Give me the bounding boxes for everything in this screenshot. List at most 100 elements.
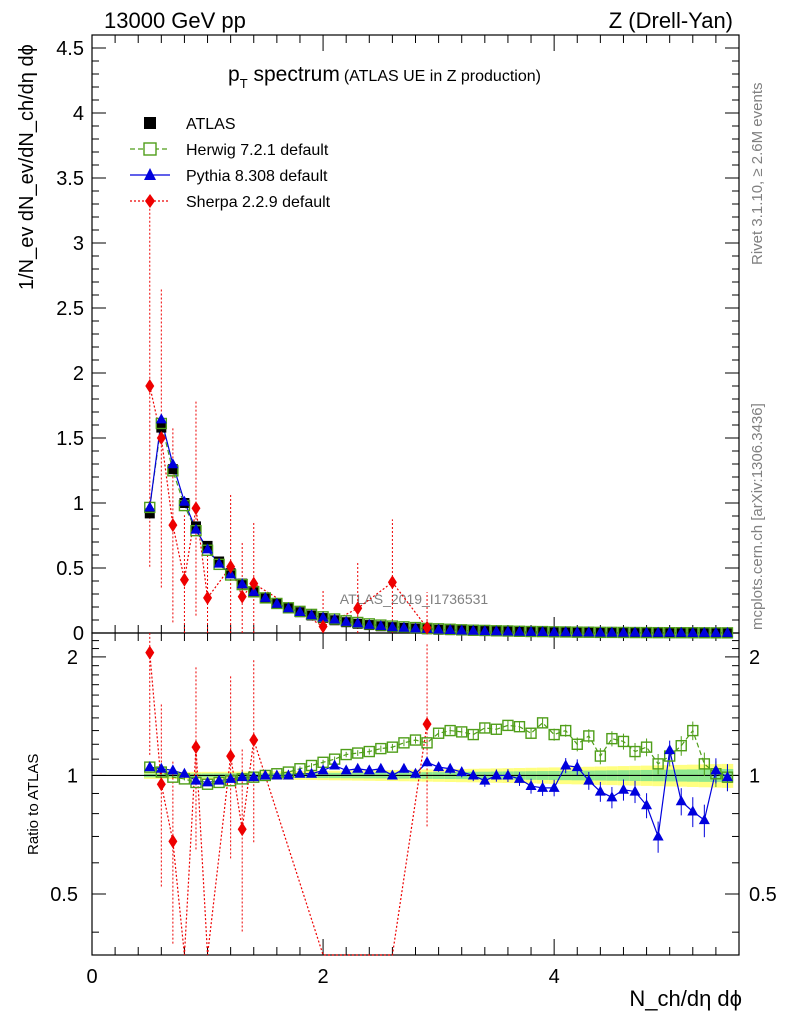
y-tick-label: 1.5 <box>56 428 84 450</box>
y-tick-label: 4 <box>73 103 84 125</box>
pythia-ratio-point <box>167 764 179 775</box>
pythia-ratio-point <box>525 780 537 791</box>
pythia-ratio-point <box>202 776 214 787</box>
y-tick-label: 2.5 <box>56 298 84 320</box>
pythia-ratio-point <box>410 767 421 778</box>
herwig-ratio-point <box>409 734 422 746</box>
y-tick-label: 3 <box>73 233 84 255</box>
pythia-point <box>155 413 167 424</box>
pythia-point <box>398 621 410 632</box>
pythia-point <box>213 557 225 568</box>
pythia-point <box>271 597 283 608</box>
axis-ticks: 00.511.522.533.544.50.5 0.51 12 20 2 4 <box>50 34 777 988</box>
pythia-point <box>721 626 733 637</box>
pythia-ratio-point <box>248 771 260 782</box>
pythia-point <box>606 626 618 637</box>
herwig-ratio-point <box>340 748 352 761</box>
y-axis-label-bottom: Ratio to ATLAS <box>25 754 42 855</box>
herwig-ratio-point <box>617 735 630 748</box>
pythia-ratio-point <box>490 769 502 780</box>
pythia-point <box>571 626 583 637</box>
sherpa-ratio-point <box>237 822 247 837</box>
pythia-ratio-point <box>213 774 225 785</box>
pythia-point <box>444 624 456 635</box>
pythia-ratio-point <box>571 761 583 772</box>
legend-item: Herwig 7.2.1 default <box>130 142 329 159</box>
pythia-ratio-point <box>225 772 237 783</box>
pythia-ratio-point <box>386 769 398 780</box>
pythia-ratio-point <box>444 762 456 773</box>
herwig-ratio-point <box>479 722 491 734</box>
pythia-ratio-point <box>698 814 710 825</box>
herwig-ratio-point <box>352 747 364 759</box>
sherpa-ratio-point <box>226 749 236 764</box>
pythia-point <box>525 625 537 636</box>
legend-label: Herwig 7.2.1 default <box>186 142 329 159</box>
pythia-point <box>202 543 214 554</box>
herwig-ratio-point <box>432 727 445 739</box>
pythia-point <box>236 578 248 589</box>
rivet-label: Rivet 3.1.10, ≥ 2.6M events <box>749 83 766 266</box>
pythia-point <box>698 626 710 637</box>
pythia-point <box>456 624 468 635</box>
ratio-panel-frame <box>91 632 740 956</box>
title-small: (ATLAS UE in Z production) <box>344 68 541 85</box>
x-axis-label: N_ch/dη dϕ <box>629 986 742 1011</box>
sherpa-ratio-point <box>249 733 259 748</box>
herwig-ratio-point <box>490 723 503 735</box>
pythia-ratio-point <box>548 781 560 792</box>
sherpa-point <box>318 619 328 634</box>
y-tick-label: 0.5 <box>56 558 84 580</box>
legend-marker <box>143 142 157 156</box>
pythia-ratio-point <box>294 767 306 778</box>
pythia-ratio-point <box>144 761 156 772</box>
herwig-ratio-point <box>456 726 468 738</box>
pythia-point <box>317 611 329 622</box>
legend: ATLAS Herwig 7.2.1 default Pythia 8.308 de… <box>130 116 331 211</box>
analysis-watermark: ATLAS_2019_I1736531 <box>340 591 489 607</box>
pythia-point <box>178 495 190 506</box>
herwig-ratio-point <box>629 745 641 758</box>
pythia-ratio-point <box>329 759 341 770</box>
atlas-point <box>144 508 155 519</box>
sherpa-point <box>168 518 178 533</box>
pythia-ratio-point <box>652 830 664 841</box>
legend-label: Sherpa 2.2.9 default <box>186 194 331 211</box>
herwig-ratio-point <box>467 728 479 741</box>
pythia-ratio-point <box>560 759 572 770</box>
sherpa-point <box>156 431 166 445</box>
pythia-ratio-point <box>513 772 525 783</box>
y-tick-label: 4.5 <box>56 38 84 60</box>
ratio-y-tick-label-right: 1 <box>749 765 760 787</box>
pythia-ratio-point <box>687 805 699 816</box>
pythia-point <box>248 585 260 596</box>
pythia-point <box>583 626 595 637</box>
mcplots-label: mcplots.cern.ch [arXiv:1306.3436] <box>749 403 766 630</box>
pythia-ratio-point <box>710 764 722 775</box>
pythia-ratio-point <box>236 771 248 782</box>
herwig-ratio-point <box>421 737 433 749</box>
herwig-ratio-point <box>513 720 526 733</box>
header-right: Z (Drell-Yan) <box>609 8 733 33</box>
herwig-ratio-point <box>548 728 560 741</box>
pythia-ratio-point <box>583 774 595 785</box>
sherpa-point <box>145 379 155 393</box>
sherpa-point <box>179 572 189 587</box>
sherpa-point <box>353 601 363 616</box>
x-tick-label: 2 <box>318 966 329 988</box>
legend-marker <box>144 168 156 180</box>
legend-item: ATLAS <box>144 116 236 133</box>
title-subscript: T <box>240 76 248 91</box>
legend-marker <box>144 117 156 129</box>
herwig-ratio-point <box>675 739 687 752</box>
herwig-ratio-point <box>571 738 583 750</box>
sherpa-point <box>237 589 247 604</box>
y-axis-label-top: 1/N_ev dN_ev/dN_ch/dη dϕ <box>16 44 38 290</box>
pythia-ratio-point <box>479 774 491 785</box>
herwig-ratio-point <box>444 724 456 737</box>
y-tick-label: 1 <box>73 493 84 515</box>
sherpa-ratio-point <box>422 717 432 732</box>
atlas-point <box>167 464 178 475</box>
herwig-ratio-point <box>502 719 514 732</box>
pythia-point <box>641 626 653 637</box>
